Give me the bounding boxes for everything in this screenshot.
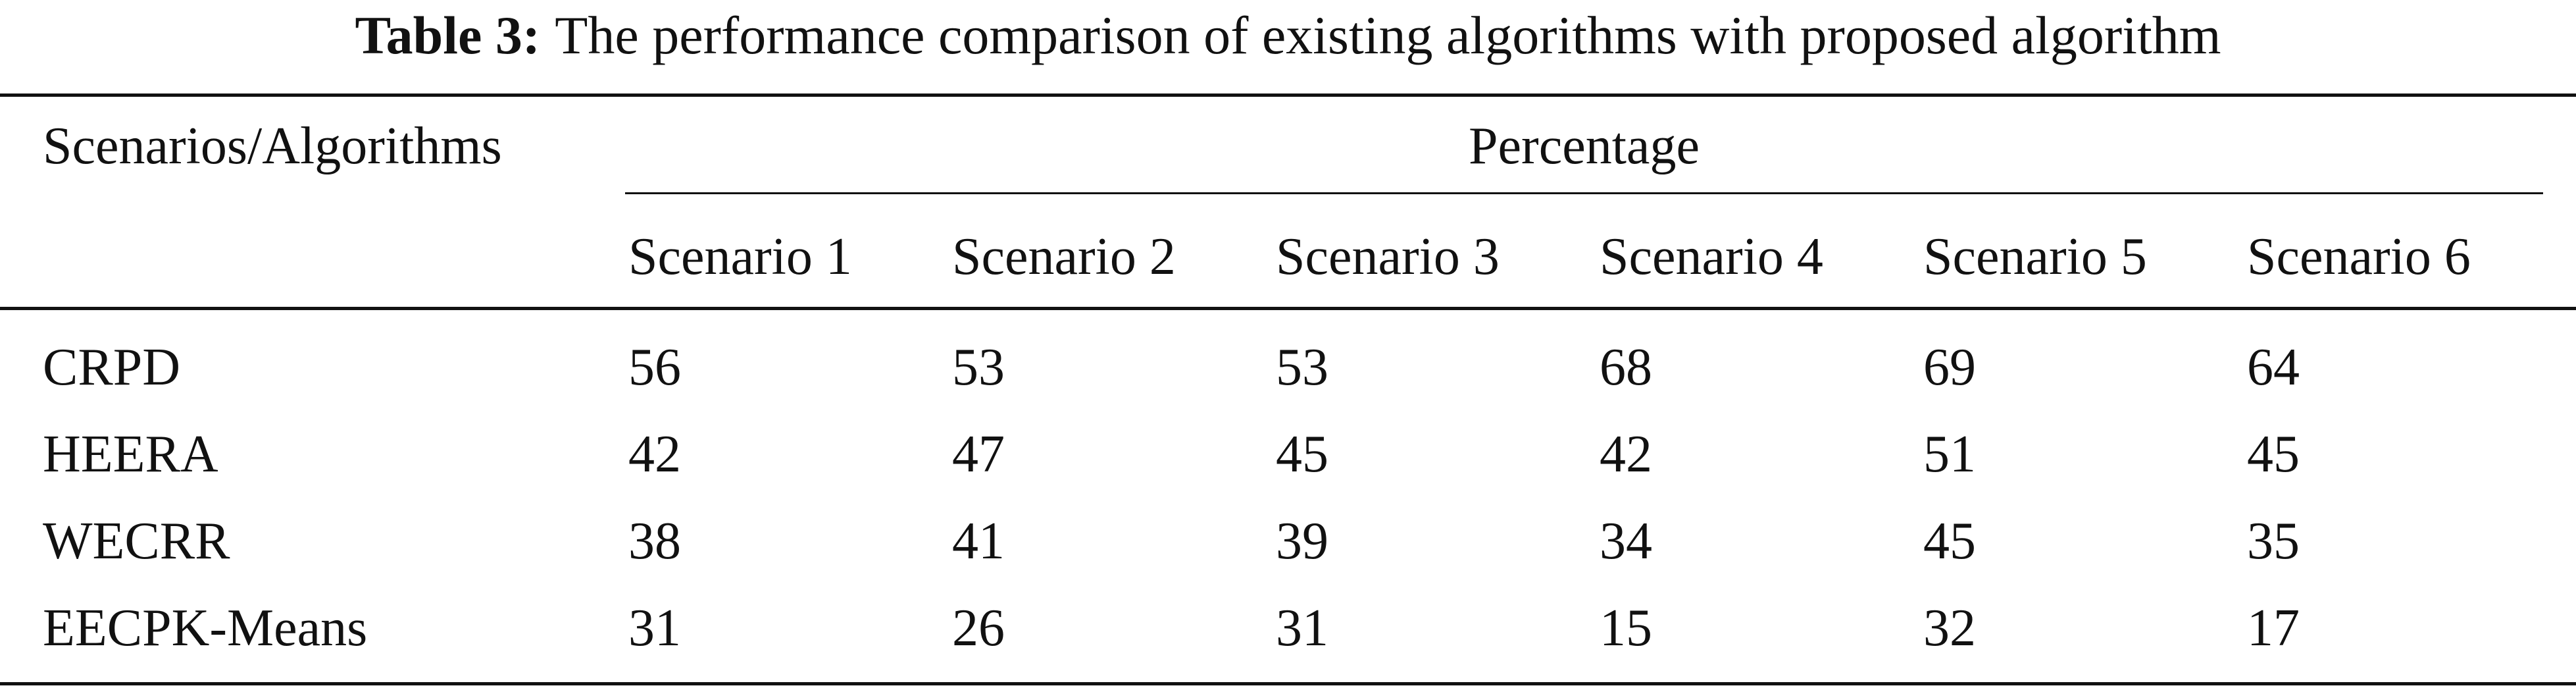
table-cell: 53	[1276, 338, 1328, 396]
column-header-scenario-5: Scenario 5	[1923, 228, 2147, 286]
table-caption: Table 3: The performance comparison of ex…	[0, 3, 2576, 68]
table-cell: 56	[628, 338, 681, 396]
group-header-rule	[625, 192, 2543, 194]
column-header-scenario-6: Scenario 6	[2247, 228, 2471, 286]
table-cell: 45	[1276, 425, 1328, 483]
column-header-scenario-4: Scenario 4	[1600, 228, 1823, 286]
row-label-heera: HEERA	[43, 425, 218, 483]
table-cell: 69	[1923, 338, 1976, 396]
table-cell: 17	[2247, 599, 2300, 657]
table-cell: 15	[1600, 599, 1652, 657]
top-rule	[0, 93, 2576, 97]
table-cell: 64	[2247, 338, 2300, 396]
row-header-label: Scenarios/Algorithms	[43, 117, 502, 175]
group-header-percentage: Percentage	[1469, 117, 1700, 175]
table-cell: 41	[952, 512, 1005, 570]
table-cell: 42	[1600, 425, 1652, 483]
row-label-wecrr: WECRR	[43, 512, 230, 570]
table-cell: 31	[628, 599, 681, 657]
row-label-eecpk-means: EECPK-Means	[43, 599, 368, 657]
table-cell: 45	[2247, 425, 2300, 483]
table-cell: 38	[628, 512, 681, 570]
header-rule	[0, 307, 2576, 310]
column-header-scenario-3: Scenario 3	[1276, 228, 1500, 286]
table-cell: 51	[1923, 425, 1976, 483]
row-label-crpd: CRPD	[43, 338, 180, 396]
table-cell: 26	[952, 599, 1005, 657]
table-cell: 53	[952, 338, 1005, 396]
table-cell: 34	[1600, 512, 1652, 570]
bottom-rule	[0, 682, 2576, 685]
column-header-scenario-1: Scenario 1	[628, 228, 852, 286]
table-cell: 31	[1276, 599, 1328, 657]
table-caption-label: Table 3:	[355, 5, 541, 65]
table-cell: 68	[1600, 338, 1652, 396]
table-cell: 47	[952, 425, 1005, 483]
table-cell: 45	[1923, 512, 1976, 570]
table-caption-text: The performance comparison of existing a…	[555, 5, 2221, 65]
table-cell: 35	[2247, 512, 2300, 570]
table-cell: 39	[1276, 512, 1328, 570]
column-header-scenario-2: Scenario 2	[952, 228, 1176, 286]
table-cell: 32	[1923, 599, 1976, 657]
table-cell: 42	[628, 425, 681, 483]
